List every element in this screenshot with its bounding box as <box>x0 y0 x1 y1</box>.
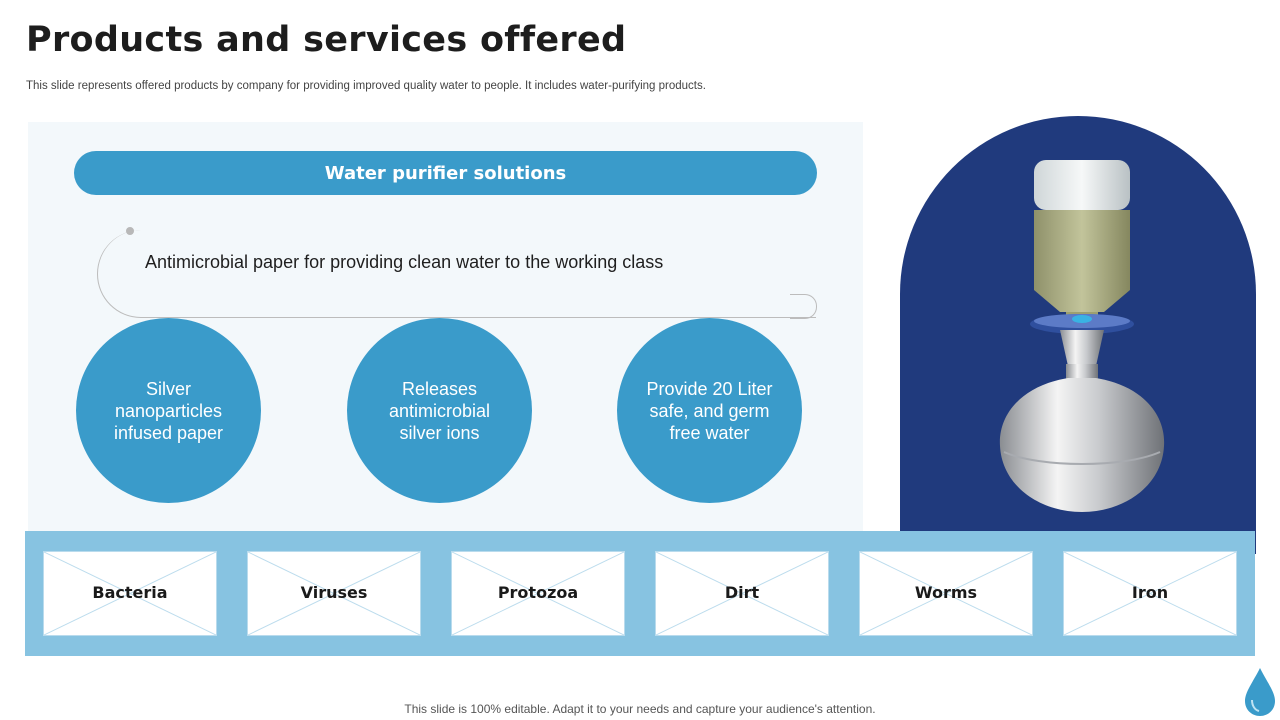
contaminant-strip <box>25 531 1255 656</box>
water-drop-icon <box>1245 668 1275 716</box>
product-image-panel <box>900 116 1256 554</box>
feature-circle-1: Silver nanoparticles infused paper <box>76 318 261 503</box>
placeholder-cross-icon <box>656 552 828 635</box>
contaminant-card-dirt: Dirt <box>655 551 829 636</box>
contaminant-card-viruses: Viruses <box>247 551 421 636</box>
section-header: Water purifier solutions <box>74 151 817 195</box>
statement-text: Antimicrobial paper for providing clean … <box>145 252 664 272</box>
feature-circle-2: Releases antimicrobial silver ions <box>347 318 532 503</box>
placeholder-cross-icon <box>248 552 420 635</box>
contaminant-card-worms: Worms <box>859 551 1033 636</box>
water-purifier-illustration <box>999 160 1165 512</box>
contaminant-label: Bacteria <box>92 583 168 602</box>
footer-note: This slide is 100% editable. Adapt it to… <box>404 702 876 716</box>
placeholder-cross-icon <box>452 552 624 635</box>
contaminant-card-iron: Iron <box>1063 551 1237 636</box>
feature-circle-3: Provide 20 Liter safe, and germ free wat… <box>617 318 802 503</box>
contaminant-label: Worms <box>914 583 978 602</box>
contaminant-label: Iron <box>1131 583 1169 602</box>
statement-dot <box>126 227 134 235</box>
contaminant-label: Viruses <box>300 583 368 602</box>
placeholder-cross-icon <box>860 552 1032 635</box>
placeholder-cross-icon <box>1064 552 1236 635</box>
statement-bracket-end <box>790 294 817 319</box>
page-subtitle: This slide represents offered products b… <box>26 80 706 92</box>
statement-bracket <box>97 230 816 318</box>
contaminant-card-protozoa: Protozoa <box>451 551 625 636</box>
page-title: Products and services offered <box>26 20 627 60</box>
contaminant-label: Dirt <box>724 583 760 602</box>
contaminant-card-bacteria: Bacteria <box>43 551 217 636</box>
placeholder-cross-icon <box>44 552 216 635</box>
contaminant-label: Protozoa <box>497 583 579 602</box>
